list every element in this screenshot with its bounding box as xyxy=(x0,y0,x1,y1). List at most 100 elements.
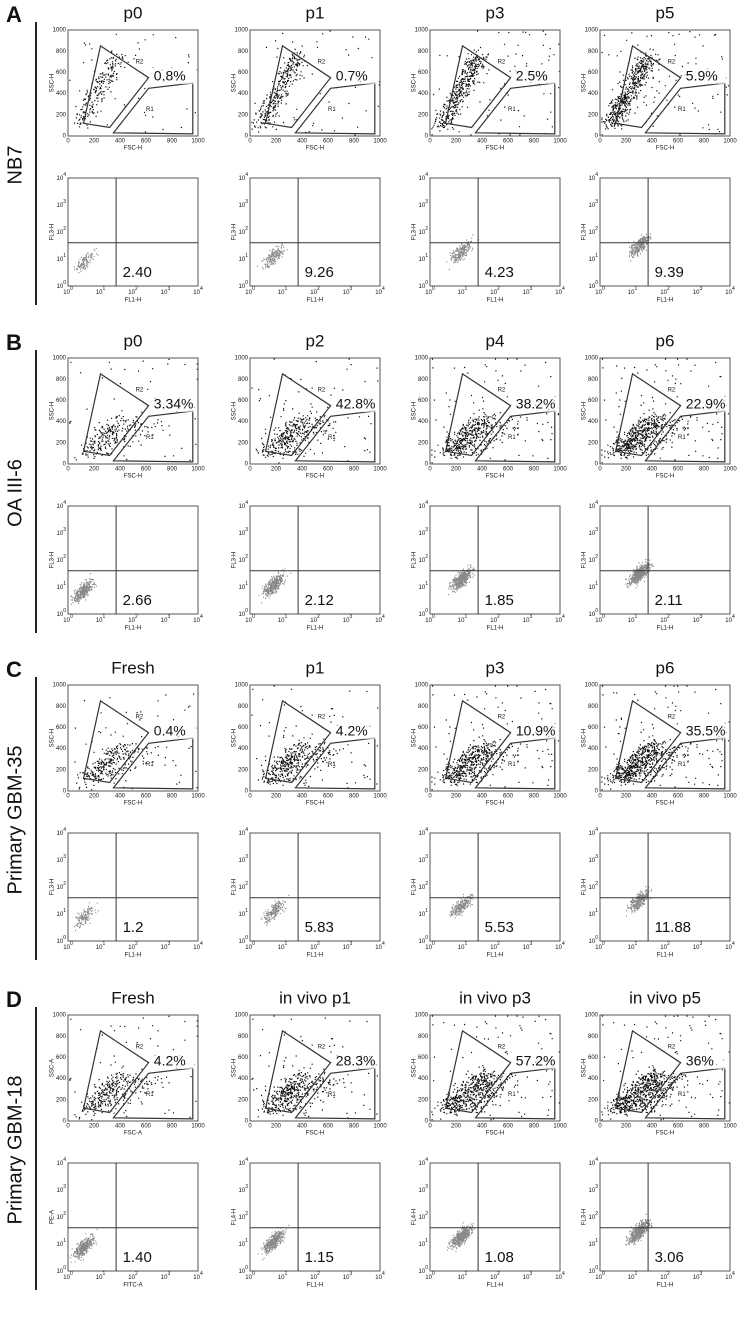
tick-base: 10 xyxy=(57,203,64,209)
y-tick-label: 400 xyxy=(588,746,599,752)
tick-base: 10 xyxy=(419,558,426,564)
tick-base: 10 xyxy=(57,858,64,864)
y-tick-label: 102 xyxy=(419,226,429,235)
tick-exponent: 4 xyxy=(382,941,385,947)
x-tick-label: 400 xyxy=(647,794,658,800)
percent-bg xyxy=(683,1052,730,1070)
event-dots xyxy=(260,894,290,926)
tick-exponent: 4 xyxy=(595,172,598,178)
percent-bg xyxy=(333,67,380,85)
tick-exponent: 1 xyxy=(63,1238,66,1244)
x-tick-label: 0 xyxy=(428,139,432,145)
y-tick-label: 104 xyxy=(239,500,249,509)
x-tick-label: 104 xyxy=(193,614,203,623)
y-axis-label: FL3-H xyxy=(582,1209,588,1226)
tick-base: 10 xyxy=(57,1188,64,1194)
tick-exponent: 3 xyxy=(349,1271,352,1277)
quadrant-plot xyxy=(249,177,381,287)
y-tick-label: 0 xyxy=(425,1119,429,1125)
x-tick-label: 400 xyxy=(647,1124,658,1130)
tick-exponent: 0 xyxy=(63,935,66,941)
tick-base: 10 xyxy=(589,612,596,618)
percent-bg xyxy=(683,395,730,413)
tick-exponent: 0 xyxy=(63,608,66,614)
y-tick-label: 600 xyxy=(56,398,67,404)
y-tick-label: 800 xyxy=(418,704,429,710)
tick-exponent: 1 xyxy=(102,1271,105,1277)
tick-base: 10 xyxy=(375,1275,382,1281)
gate-percent: 4.2% xyxy=(336,722,368,738)
tick-base: 10 xyxy=(693,945,700,951)
x-tick-label: 1000 xyxy=(373,1124,387,1130)
gate-label: R2 xyxy=(668,387,676,393)
x-tick-label: 100 xyxy=(595,1271,605,1280)
x-tick-label: 103 xyxy=(343,1271,353,1280)
event-dots xyxy=(601,31,730,136)
column-header: p6 xyxy=(656,658,675,677)
tick-exponent: 3 xyxy=(425,199,428,205)
tick-exponent: 4 xyxy=(63,172,66,178)
gate-label: R1 xyxy=(146,435,154,441)
gate-label: R2 xyxy=(136,387,144,393)
tick-exponent: 2 xyxy=(667,614,670,620)
tick-base: 10 xyxy=(458,1275,465,1281)
y-axis-label: SSC-H xyxy=(412,729,418,748)
tick-exponent: 3 xyxy=(245,854,248,860)
x-tick-label: 1000 xyxy=(723,139,737,145)
gate-r2 xyxy=(264,699,332,784)
tick-exponent: 4 xyxy=(63,500,66,506)
x-axis-label: FSC-H xyxy=(656,801,674,807)
y-tick-label: 102 xyxy=(419,881,429,890)
x-tick-label: 800 xyxy=(529,1124,540,1130)
y-axis-label: SSC-H xyxy=(582,1059,588,1078)
percent-bg xyxy=(333,722,380,740)
tick-base: 10 xyxy=(57,831,64,837)
x-tick-label: 600 xyxy=(141,139,152,145)
x-axis-label: FSC-H xyxy=(656,474,674,480)
x-axis-label: FL1-H xyxy=(307,298,324,304)
y-tick-label: 104 xyxy=(239,172,249,181)
gate-r2 xyxy=(82,1029,150,1114)
y-axis-label: SSC-H xyxy=(582,729,588,748)
quadrant-value: 9.39 xyxy=(655,264,684,281)
y-axis-label: FL3-H xyxy=(232,224,238,241)
x-tick-label: 103 xyxy=(343,614,353,623)
x-tick-label: 200 xyxy=(271,794,282,800)
tick-base: 10 xyxy=(555,290,562,296)
y-tick-label: 103 xyxy=(419,854,429,863)
y-tick-label: 101 xyxy=(419,253,429,262)
tick-exponent: 0 xyxy=(252,941,255,947)
tick-exponent: 2 xyxy=(245,554,248,560)
tick-exponent: 1 xyxy=(464,1271,467,1277)
y-axis-label: FL3-H xyxy=(412,552,418,569)
tick-exponent: 1 xyxy=(63,908,66,914)
tick-exponent: 1 xyxy=(63,253,66,259)
tick-exponent: 0 xyxy=(70,614,73,620)
tick-base: 10 xyxy=(96,1275,103,1281)
quadrant-plot xyxy=(67,1162,199,1272)
y-tick-label: 200 xyxy=(238,440,249,446)
tick-base: 10 xyxy=(725,618,732,624)
y-tick-label: 103 xyxy=(589,854,599,863)
tick-exponent: 4 xyxy=(562,614,565,620)
x-tick-label: 100 xyxy=(425,286,435,295)
tick-base: 10 xyxy=(278,290,285,296)
tick-base: 10 xyxy=(96,290,103,296)
y-tick-label: 101 xyxy=(589,908,599,917)
x-tick-label: 103 xyxy=(523,1271,533,1280)
y-tick-label: 800 xyxy=(418,49,429,55)
y-tick-label: 600 xyxy=(56,725,67,731)
tick-base: 10 xyxy=(343,945,350,951)
tick-base: 10 xyxy=(57,612,64,618)
y-tick-label: 0 xyxy=(595,1119,599,1125)
y-tick-label: 100 xyxy=(239,280,249,289)
x-tick-label: 600 xyxy=(503,467,514,473)
gate-label: R1 xyxy=(508,107,516,113)
y-tick-label: 800 xyxy=(238,377,249,383)
gate-label: R1 xyxy=(328,762,336,768)
gate-label: R2 xyxy=(136,59,144,65)
x-tick-label: 102 xyxy=(490,941,500,950)
x-tick-label: 400 xyxy=(115,139,126,145)
y-tick-label: 200 xyxy=(418,767,429,773)
y-tick-label: 800 xyxy=(588,1034,599,1040)
